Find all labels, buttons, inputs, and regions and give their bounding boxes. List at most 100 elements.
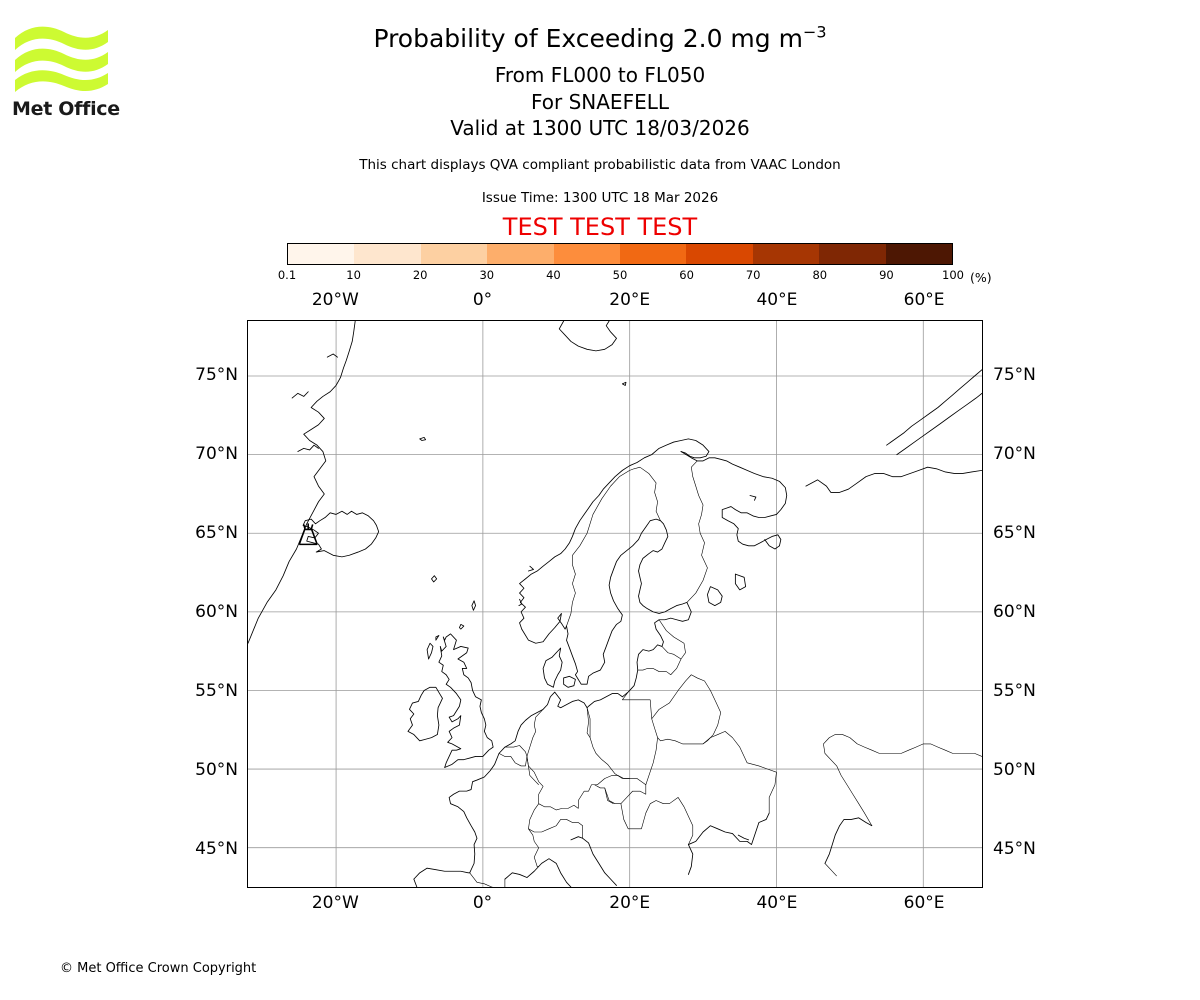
colorbar-tick-90: 90 bbox=[879, 268, 894, 282]
coastline-segment-14 bbox=[586, 601, 692, 709]
lon-label-bottom-0: 20°W bbox=[311, 893, 359, 913]
country-border-18 bbox=[651, 674, 722, 745]
colorbar-band-7 bbox=[752, 244, 820, 264]
coastline-segment-3 bbox=[326, 353, 338, 358]
map-markers bbox=[298, 523, 318, 546]
country-border-1 bbox=[629, 466, 661, 521]
country-border-15 bbox=[591, 775, 630, 786]
coastline-segment-22 bbox=[805, 466, 982, 493]
met-office-logo-text: Met Office bbox=[12, 98, 120, 120]
lat-label-left-5: 70°N bbox=[195, 444, 238, 465]
colorbar-tick-60: 60 bbox=[679, 268, 694, 282]
valid-time: Valid at 1300 UTC 18/03/2026 bbox=[450, 116, 750, 140]
coastline-segment-16 bbox=[764, 539, 780, 550]
colorbar-tick-40: 40 bbox=[546, 268, 561, 282]
country-border-4 bbox=[637, 658, 682, 676]
copyright-notice: © Met Office Crown Copyright bbox=[60, 961, 257, 976]
country-border-19 bbox=[702, 731, 777, 814]
coastline-segment-34 bbox=[504, 858, 572, 887]
coastline-segment-8 bbox=[621, 381, 627, 386]
coastline-segment-11 bbox=[528, 565, 534, 572]
coastline-segment-37 bbox=[687, 812, 770, 845]
lon-label-bottom-2: 20°E bbox=[609, 893, 651, 913]
colorbar-band-9 bbox=[885, 244, 953, 264]
colorbar-tick-50: 50 bbox=[612, 268, 628, 282]
coastline-segment-35 bbox=[582, 837, 617, 886]
lon-label-top-1: 0° bbox=[472, 290, 493, 310]
page-title-text: Probability of Exceeding 2.0 mg m bbox=[373, 24, 803, 53]
coastline-segment-5 bbox=[302, 510, 380, 558]
colorbar-tick-70: 70 bbox=[745, 268, 761, 282]
lon-label-top-4: 60°E bbox=[903, 290, 945, 310]
colorbar-band-1 bbox=[354, 244, 421, 264]
coastline-segment-30 bbox=[542, 647, 563, 688]
country-border-2 bbox=[686, 460, 708, 603]
coastline-segment-0 bbox=[248, 321, 356, 644]
lon-label-top-0: 20°W bbox=[311, 290, 359, 310]
colorbar-band-3 bbox=[487, 244, 554, 264]
qva-note: This chart displays QVA compliant probab… bbox=[359, 157, 841, 173]
probability-colorbar bbox=[287, 243, 953, 265]
map-coastlines bbox=[248, 321, 982, 887]
country-border-3 bbox=[658, 619, 686, 660]
colorbar-band-6 bbox=[686, 244, 753, 264]
coastline-segment-21 bbox=[896, 392, 982, 456]
issue-time: Issue Time: 1300 UTC 18 Mar 2026 bbox=[481, 190, 719, 206]
test-banner: TEST TEST TEST bbox=[502, 213, 698, 241]
colorbar-tick-30: 30 bbox=[479, 268, 495, 282]
coastline-segment-32 bbox=[413, 867, 471, 880]
page-title: Probability of Exceeding 2.0 mg m−3 bbox=[0, 24, 1200, 54]
colorbar-tick-0.1: 0.1 bbox=[277, 268, 297, 282]
coastline-segment-4 bbox=[419, 436, 427, 441]
lat-label-left-1: 50°N bbox=[195, 759, 238, 780]
country-border-10 bbox=[498, 753, 528, 767]
colorbar-tick-labels: 0.1 10 20 30 40 50 60 70 80 90 100 bbox=[278, 268, 964, 286]
country-border-14 bbox=[528, 819, 583, 839]
lat-label-right-3: 60°N bbox=[993, 601, 1036, 622]
country-border-21 bbox=[823, 734, 982, 826]
lon-label-bottom-3: 40°E bbox=[756, 893, 798, 913]
lat-label-right-4: 65°N bbox=[993, 523, 1036, 543]
country-border-17 bbox=[620, 797, 694, 845]
coastline-segment-24 bbox=[407, 686, 443, 742]
coastline-segment-39 bbox=[824, 817, 873, 864]
country-border-8 bbox=[526, 756, 647, 811]
colorbar-band-0 bbox=[288, 244, 355, 264]
country-border-9 bbox=[504, 745, 528, 757]
coastline-segment-1 bbox=[297, 444, 319, 452]
coastline-segment-12 bbox=[521, 613, 567, 644]
colorbar-bands bbox=[287, 243, 953, 265]
lon-label-bottom-1: 0° bbox=[472, 893, 493, 913]
coastline-segment-19 bbox=[734, 573, 747, 591]
lat-label-right-6: 75°N bbox=[993, 365, 1036, 386]
colorbar-tick-10: 10 bbox=[346, 268, 361, 282]
coastline-segment-40 bbox=[737, 834, 750, 841]
coastline-segment-25 bbox=[426, 642, 434, 660]
country-border-16 bbox=[604, 787, 614, 804]
coastline-segment-17 bbox=[749, 495, 757, 501]
lat-label-left-3: 60°N bbox=[195, 601, 238, 622]
coastline-segment-18 bbox=[707, 586, 723, 607]
lat-label-left-2: 55°N bbox=[195, 680, 238, 701]
country-border-0 bbox=[566, 470, 630, 627]
coastline-segment-7 bbox=[558, 321, 617, 352]
lon-label-top-3: 40°E bbox=[756, 290, 798, 310]
coastline-segment-2 bbox=[291, 391, 309, 399]
map-canvas bbox=[248, 321, 982, 887]
country-border-12 bbox=[528, 803, 540, 867]
lat-label-right-0: 45°N bbox=[993, 838, 1036, 859]
colorbar-band-8 bbox=[819, 244, 886, 264]
lat-label-left-0: 45°N bbox=[195, 838, 238, 859]
map-gridlines bbox=[248, 321, 982, 887]
lat-label-right-2: 55°N bbox=[993, 680, 1036, 701]
volcano-marker-snaefell bbox=[298, 523, 318, 546]
map-panel[interactable] bbox=[247, 320, 983, 888]
colorbar-unit-label: (%) bbox=[970, 270, 992, 285]
colorbar-band-4 bbox=[553, 244, 621, 264]
lat-label-right-5: 70°N bbox=[993, 444, 1036, 465]
coastline-segment-26 bbox=[435, 635, 440, 641]
coastline-segment-38 bbox=[687, 844, 694, 875]
colorbar-band-5 bbox=[620, 244, 687, 264]
coastline-segment-20 bbox=[886, 369, 982, 446]
coastline-segment-15 bbox=[680, 451, 788, 547]
